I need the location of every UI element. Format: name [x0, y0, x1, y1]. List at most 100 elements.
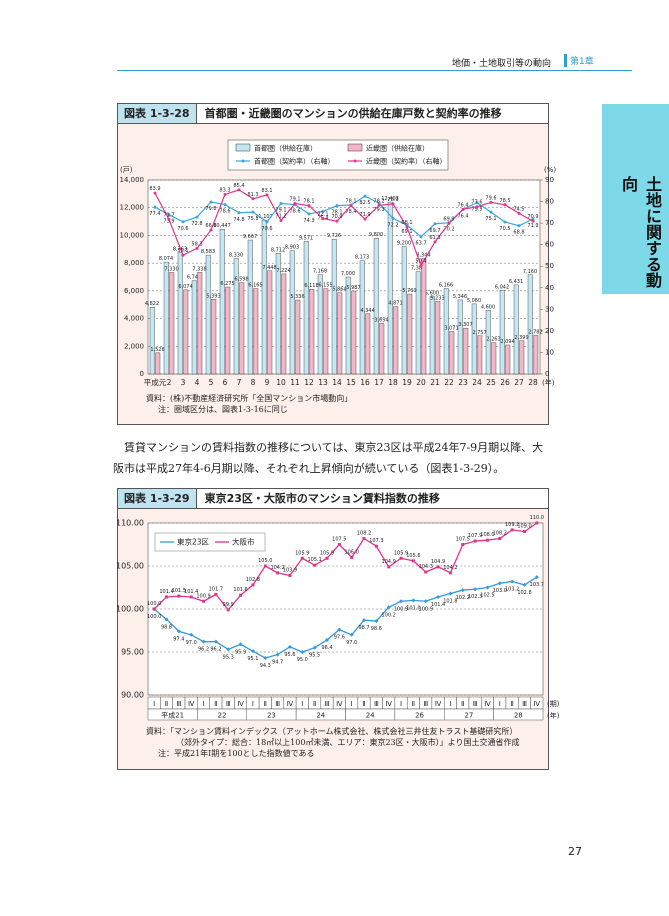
rate-marker — [335, 204, 339, 208]
data-label: 101.5 — [172, 588, 186, 594]
x-tick-label: 5 — [209, 378, 214, 387]
marker — [386, 605, 391, 610]
data-label: 97.0 — [186, 640, 197, 646]
rate-marker — [391, 202, 395, 206]
x-tick-label: 25 — [486, 378, 496, 387]
data-label: 5,987 — [346, 285, 360, 291]
data-label: 5,233 — [430, 295, 444, 301]
bar — [401, 246, 407, 375]
marker — [522, 582, 527, 587]
data-label: 66.8 — [205, 223, 216, 229]
data-label: 5,060 — [467, 298, 481, 304]
x-tick-label: Ⅳ — [336, 700, 343, 708]
rate-marker — [447, 221, 451, 225]
marker — [510, 528, 514, 532]
bar — [415, 271, 421, 375]
data-label: 5,864 — [332, 287, 346, 293]
data-label: 79.3 — [373, 207, 384, 213]
x-tick-label: Ⅳ — [435, 700, 442, 708]
marker — [288, 573, 292, 577]
legend-marker — [241, 159, 245, 163]
data-label: 9,200 — [397, 241, 411, 247]
bar — [337, 292, 343, 375]
data-label: 3,654 — [374, 317, 388, 323]
rate-marker — [153, 205, 157, 209]
bar — [211, 299, 217, 375]
data-label: 95.1 — [247, 656, 258, 662]
data-label: 81.3 — [247, 192, 258, 198]
data-label: 4,822 — [145, 301, 159, 307]
y-tick-label: 8,000 — [124, 259, 144, 267]
data-label: 5,769 — [402, 288, 416, 294]
bar — [225, 286, 231, 375]
data-label: 104.2 — [270, 565, 284, 571]
data-label: 107.5 — [456, 537, 470, 543]
data-label: 73.9 — [163, 219, 174, 225]
marker — [189, 595, 193, 599]
x-tick-label: 24 — [472, 378, 482, 387]
data-label: 106.0 — [345, 549, 359, 555]
rate-marker — [195, 246, 199, 250]
data-label: 96.2 — [210, 647, 221, 653]
bar — [253, 288, 259, 375]
data-label: 101.7 — [209, 586, 223, 592]
legend-box — [227, 139, 449, 171]
y-tick-label: 14,000 — [120, 176, 145, 184]
data-label: 105.1 — [307, 557, 321, 563]
x-tick-label: 27 — [514, 378, 524, 387]
data-label: 69.9 — [443, 216, 454, 222]
year-label: 28 — [514, 712, 523, 720]
marker — [485, 585, 490, 590]
rate-line — [154, 189, 534, 267]
data-label: 78.5 — [499, 198, 510, 204]
bar — [281, 273, 287, 375]
y2-tick-label: 70 — [545, 219, 554, 227]
data-label: 75.1 — [247, 216, 258, 222]
y-tick-label: 12,000 — [120, 204, 145, 212]
x-tick-label: 15 — [346, 378, 356, 387]
legend-label: 近畿圏（供給在庫） — [366, 144, 429, 153]
data-label: 8,712 — [271, 247, 285, 253]
rate-marker — [321, 209, 325, 213]
figure-number: 図表 1-3-28 — [118, 104, 197, 123]
data-label: 109.2 — [505, 522, 519, 528]
rate-marker — [223, 203, 227, 207]
y-tick-label: 2,000 — [124, 342, 144, 350]
y2-unit: (%) — [544, 166, 556, 174]
data-label: 101.0 — [406, 605, 420, 611]
marker — [461, 543, 465, 546]
rate-marker — [419, 235, 423, 239]
y2-tick-label: 60 — [545, 241, 554, 249]
data-label: 6,042 — [495, 284, 509, 290]
y-tick-label: 4,000 — [124, 315, 144, 323]
rate-marker — [181, 220, 185, 224]
data-label: 96.2 — [198, 647, 209, 653]
x-tick-label: Ⅳ — [237, 700, 244, 708]
marker — [275, 652, 280, 657]
marker — [411, 598, 416, 603]
rate-marker — [475, 205, 479, 209]
data-label: 97.4 — [173, 636, 184, 642]
marker — [387, 565, 391, 569]
x-tick-label: Ⅰ — [252, 700, 254, 708]
data-label: 74.5 — [513, 206, 524, 212]
year-label: 平成21 — [161, 711, 184, 720]
data-label: 2,094 — [500, 339, 514, 345]
bar — [365, 313, 371, 375]
x-tick-label: 19 — [402, 378, 412, 387]
marker — [287, 644, 292, 649]
data-label: 76.4 — [457, 202, 468, 208]
rate-marker — [237, 188, 241, 192]
bar — [519, 340, 525, 375]
data-label: 103.2 — [505, 586, 519, 592]
data-label: 9,571 — [299, 235, 313, 241]
data-label: 70.9 — [331, 214, 342, 220]
data-label: 103.7 — [530, 582, 544, 588]
data-label: 6,431 — [509, 279, 523, 285]
bar — [191, 280, 197, 375]
bar — [491, 342, 497, 375]
data-label: 83.1 — [261, 188, 272, 194]
data-label: 104.3 — [419, 564, 433, 570]
bar — [477, 335, 483, 375]
data-label: 72.8 — [191, 221, 202, 227]
